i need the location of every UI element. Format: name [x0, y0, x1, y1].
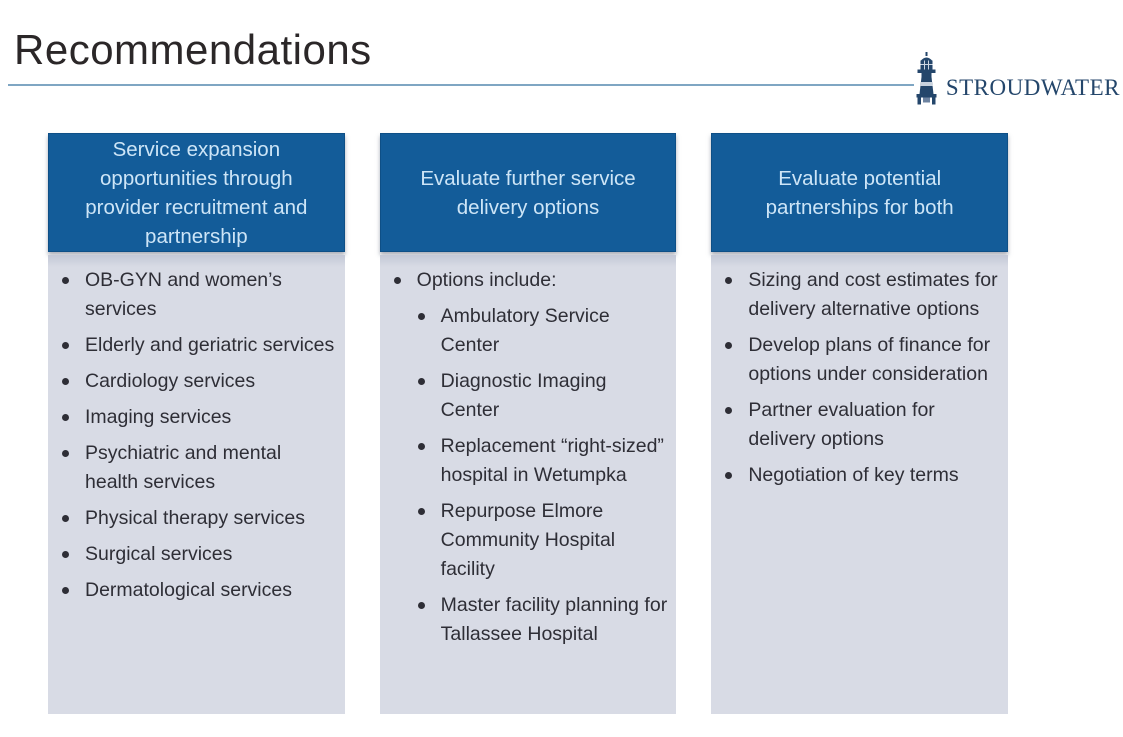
- list-item: Surgical services: [48, 540, 337, 569]
- list-item-text: Repurpose Elmore Community Hospital faci…: [440, 500, 616, 580]
- list-item-text: Develop plans of finance for options und…: [748, 334, 991, 385]
- list-item: OB-GYN and women’s services: [48, 266, 337, 324]
- title-divider: [8, 84, 914, 86]
- list-item-text: Elderly and geriatric services: [85, 334, 335, 356]
- list-item: Diagnostic Imaging Center: [380, 367, 669, 425]
- list-item-text: Imaging services: [85, 406, 232, 428]
- bullet-dot: [725, 407, 733, 414]
- bullet-dot: [62, 277, 69, 284]
- list-item: Master facility planning for Tallassee H…: [380, 591, 669, 649]
- columns-container: Service expansion opportunities through …: [48, 133, 1009, 714]
- bullet-dot: [62, 414, 69, 421]
- list-item: Ambulatory Service Center: [380, 302, 669, 360]
- list-item-text: Sizing and cost estimates for delivery a…: [748, 269, 998, 320]
- bullet-list: OB-GYN and women’s services Elderly and g…: [48, 266, 337, 605]
- bullet-list: Options include: Ambulatory Service Cente…: [380, 266, 669, 649]
- bullet-dot: [62, 378, 69, 385]
- list-item-text: Replacement “right-sized” hospital in We…: [440, 435, 664, 486]
- recommendation-column: Evaluate further service delivery option…: [379, 133, 677, 714]
- bullet-dot: [62, 551, 69, 558]
- column-body: Options include: Ambulatory Service Cente…: [379, 255, 677, 714]
- bullet-dot: [725, 342, 733, 349]
- column-header: Service expansion opportunities through …: [48, 133, 345, 252]
- list-item-text: Partner evaluation for delivery options: [748, 399, 935, 450]
- list-item-text: Psychiatric and mental health services: [85, 442, 282, 493]
- list-item: Options include:: [380, 266, 669, 295]
- page-title: Recommendations: [14, 26, 372, 73]
- list-item: Negotiation of key terms: [711, 461, 1000, 490]
- bullet-dot: [725, 277, 733, 284]
- list-item-text: Ambulatory Service Center: [440, 305, 610, 356]
- column-header: Evaluate potential partnerships for both: [711, 133, 1009, 252]
- list-item-text: Cardiology services: [85, 370, 256, 392]
- column-body: OB-GYN and women’s services Elderly and g…: [48, 255, 345, 714]
- list-item: Psychiatric and mental health services: [48, 439, 337, 497]
- list-item-text: Options include:: [416, 269, 557, 291]
- list-item: Repurpose Elmore Community Hospital faci…: [380, 497, 669, 584]
- bullet-dot: [417, 378, 425, 385]
- list-item-text: OB-GYN and women’s services: [85, 269, 282, 320]
- bullet-dot: [393, 277, 401, 284]
- list-item: Imaging services: [48, 403, 337, 432]
- list-item-text: Physical therapy services: [85, 507, 306, 529]
- bullet-dot: [725, 472, 733, 479]
- bullet-dot: [62, 342, 69, 349]
- lighthouse-icon: [916, 52, 937, 105]
- list-item: Physical therapy services: [48, 504, 337, 533]
- bullet-dot: [417, 508, 425, 515]
- recommendation-column: Service expansion opportunities through …: [48, 133, 345, 714]
- brand-name: STROUDWATER: [945, 75, 1120, 100]
- recommendation-column: Evaluate potential partnerships for both…: [711, 133, 1009, 714]
- list-item-text: Master facility planning for Tallassee H…: [440, 594, 668, 645]
- bullet-dot: [417, 602, 425, 609]
- list-item-text: Dermatological services: [85, 579, 292, 601]
- bullet-dot: [417, 443, 425, 450]
- bullet-list: Sizing and cost estimates for delivery a…: [711, 266, 1000, 490]
- bullet-dot: [417, 313, 425, 320]
- bullet-dot: [62, 587, 69, 594]
- list-item: Develop plans of finance for options und…: [711, 331, 1000, 389]
- list-item: Partner evaluation for delivery options: [711, 396, 1000, 454]
- list-item-text: Surgical services: [85, 543, 233, 565]
- list-item: Elderly and geriatric services: [48, 331, 337, 360]
- list-item-text: Negotiation of key terms: [748, 464, 959, 486]
- bullet-dot: [62, 450, 69, 457]
- list-item: Replacement “right-sized” hospital in We…: [380, 432, 669, 490]
- list-item: Dermatological services: [48, 576, 337, 605]
- bullet-dot: [62, 515, 69, 522]
- column-body: Sizing and cost estimates for delivery a…: [711, 255, 1009, 714]
- list-item: Sizing and cost estimates for delivery a…: [711, 266, 1000, 324]
- list-item-text: Diagnostic Imaging Center: [440, 370, 607, 421]
- list-item: Cardiology services: [48, 367, 337, 396]
- brand-logo: STROUDWATER: [911, 52, 1120, 105]
- column-header: Evaluate further service delivery option…: [379, 133, 677, 252]
